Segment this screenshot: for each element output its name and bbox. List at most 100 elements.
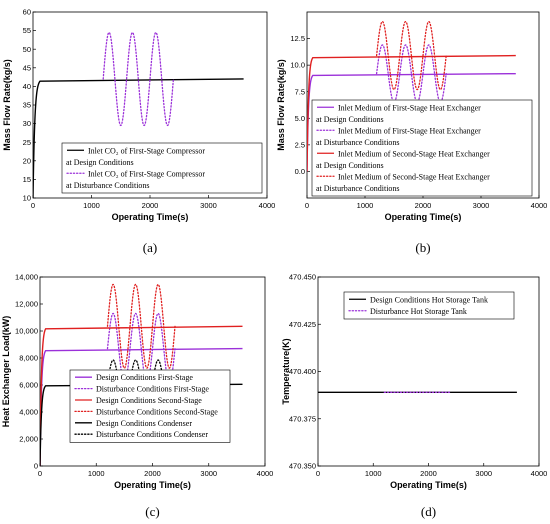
y-tick-label: 25 (23, 138, 31, 147)
legend-entry: Inlet Medium of Second-Stage Heat Exchan… (338, 149, 490, 158)
series-line (307, 54, 516, 172)
x-tick-label: 3000 (200, 201, 217, 210)
legend-box (343, 291, 515, 320)
y-tick-label: 10,000 (15, 327, 38, 336)
legend-entry: at Design Conditions (66, 158, 134, 167)
series-line (40, 325, 243, 466)
y-tick-label: 8,000 (19, 354, 38, 363)
x-tick-label: 4000 (257, 469, 274, 478)
y-axis-label: Heat Exchanger Load(kW) (1, 316, 11, 428)
panel-caption: (b) (415, 240, 430, 255)
x-axis-label: Operating Time(s) (112, 212, 189, 222)
panel-caption: (d) (421, 504, 436, 519)
x-axis-label: Operating Time(s) (385, 212, 462, 222)
legend-entry: Disturbance Conditions Condenser (96, 430, 208, 439)
x-tick-label: 1000 (357, 201, 374, 210)
series-line (106, 283, 176, 369)
y-tick-label: 470.375 (289, 414, 316, 423)
y-axis-label: Mass Flow Rate(kg/s) (2, 59, 12, 151)
x-tick-label: 4000 (531, 469, 548, 478)
series-line (375, 44, 447, 104)
x-tick-label: 2000 (144, 469, 161, 478)
legend-entry: at Disturbance Conditions (316, 184, 400, 193)
y-tick-label: 7.5 (295, 87, 305, 96)
chart-panel-c: 0 1000 2000 3000 4000 0 2,000 4,000 6,000 8,000 10… (1, 273, 273, 519)
legend-entry: Disturbance Conditions First-Stage (96, 385, 209, 394)
y-tick-label: 30 (23, 119, 31, 128)
y-tick-label: 2.5 (295, 140, 305, 149)
y-tick-label: 55 (23, 26, 31, 35)
legend-entry: Design Conditions First-Stage (96, 373, 193, 382)
panel-caption: (c) (145, 504, 159, 519)
y-tick-label: 45 (23, 63, 31, 72)
legend-entry: Inlet Medium of First-Stage Heat Exchang… (338, 126, 481, 135)
chart-panel-d: 0 1000 2000 3000 4000 470.350 470.375 470.400 47… (281, 273, 547, 519)
y-tick-label: 40 (23, 82, 31, 91)
x-tick-label: 3000 (200, 469, 217, 478)
x-axis-label: Operating Time(s) (114, 480, 191, 490)
series-line (102, 31, 175, 127)
y-tick-label: 470.425 (289, 320, 316, 329)
series-line (40, 383, 243, 466)
y-tick-label: 50 (23, 45, 31, 54)
y-axis-label: Mass Flow Rate(kg/s) (276, 59, 286, 151)
y-tick-label: 12,000 (15, 300, 38, 309)
x-tick-label: 2000 (420, 469, 437, 478)
y-tick-label: 0.0 (295, 167, 305, 176)
series-line (33, 78, 244, 198)
legend-entry: Design Conditions Condenser (96, 419, 192, 428)
legend-entry: Disturbance Conditions Second-Stage (96, 407, 218, 416)
legend-entry: at Design Conditions (316, 115, 384, 124)
y-tick-label: 14,000 (15, 273, 38, 282)
chart-panel-a: 0 1000 2000 3000 4000 10 15 20 25 30 35 40 45 50 55 60 O… (2, 8, 275, 255)
x-tick-label: 0 (316, 469, 320, 478)
legend: Design Conditions First-Stage Disturbance… (69, 369, 231, 443)
y-tick-label: 4,000 (19, 408, 38, 417)
x-tick-label: 4000 (259, 201, 276, 210)
x-tick-label: 3000 (475, 469, 492, 478)
legend-box (61, 142, 263, 194)
y-tick-label: 60 (23, 8, 31, 17)
legend: Design Conditions Hot Storage Tank Distur… (343, 291, 515, 320)
legend-entry: Inlet CO₂ of First-Stage Compressor (88, 146, 205, 155)
legend-box (69, 369, 231, 443)
legend-entry: at Disturbance Conditions (316, 138, 400, 147)
y-tick-label: 2,000 (19, 435, 38, 444)
y-tick-label: 20 (23, 156, 31, 165)
chart-panel-b: 0 1000 2000 3000 4000 0.0 2.5 5.0 7.5 10.0 12.5 Ope… (276, 11, 547, 255)
x-axis-label: Operating Time(s) (390, 480, 467, 490)
series-line (375, 20, 447, 91)
panel-caption: (a) (143, 240, 157, 255)
legend-entry: Design Conditions Second-Stage (96, 396, 202, 405)
legend: Inlet Medium of First-Stage Heat Exchang… (311, 99, 533, 197)
y-axis-label: Temperature(K) (281, 338, 291, 404)
y-tick-label: 35 (23, 101, 31, 110)
y-tick-label: 12.5 (290, 34, 305, 43)
legend-entry: Inlet Medium of First-Stage Heat Exchang… (338, 103, 481, 112)
legend: Inlet CO₂ of First-Stage Compressor at De… (61, 142, 263, 194)
y-tick-label: 470.350 (289, 462, 316, 471)
x-tick-label: 1000 (83, 201, 100, 210)
x-tick-label: 0 (305, 201, 309, 210)
y-tick-label: 15 (23, 175, 31, 184)
x-tick-label: 0 (38, 469, 42, 478)
y-tick-label: 5.0 (295, 114, 305, 123)
y-tick-label: 0 (34, 462, 38, 471)
x-tick-label: 2000 (142, 201, 159, 210)
legend-entry: Design Conditions Hot Storage Tank (370, 295, 488, 304)
y-tick-label: 470.450 (289, 273, 316, 282)
legend-entry: at Disturbance Conditions (66, 181, 150, 190)
legend-entry: Disturbance Hot Storage Tank (370, 307, 467, 316)
y-tick-label: 6,000 (19, 381, 38, 390)
y-tick-label: 10 (23, 194, 31, 203)
x-tick-label: 1000 (365, 469, 382, 478)
x-tick-label: 2000 (415, 201, 432, 210)
series-line (106, 312, 176, 385)
legend-entry: Inlet Medium of Second-Stage Heat Exchan… (338, 172, 490, 181)
y-tick-label: 10.0 (290, 61, 305, 70)
legend-box (311, 99, 533, 197)
legend-entry: at Design Conditions (316, 161, 384, 170)
legend-entry: Inlet CO₂ of First-Stage Compressor (88, 169, 205, 178)
x-tick-label: 3000 (473, 201, 490, 210)
